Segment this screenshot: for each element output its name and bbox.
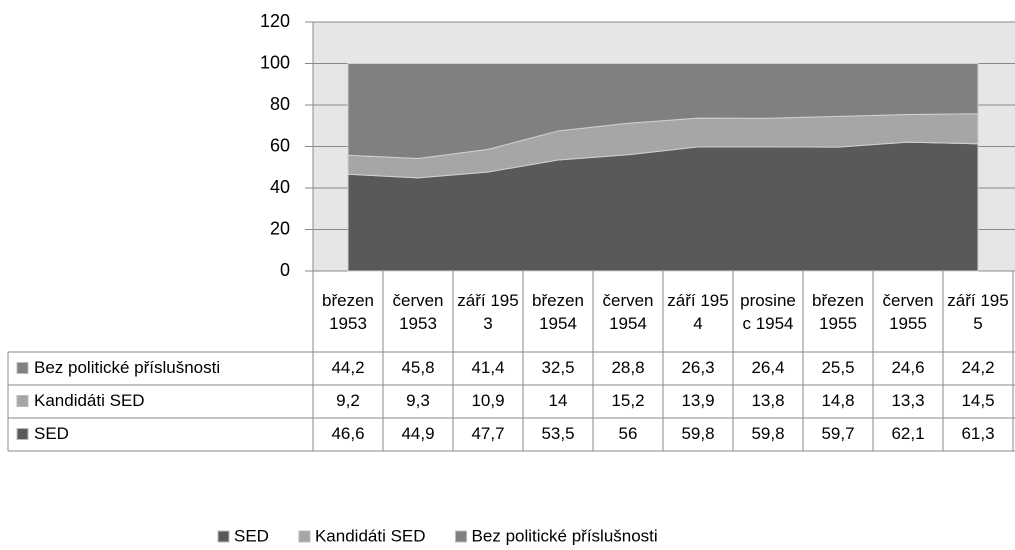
legend-label: SED	[234, 526, 269, 545]
table-cell: 41,4	[471, 358, 504, 377]
table-row-label: Kandidáti SED	[34, 391, 145, 410]
x-tick-label: září 1953	[457, 290, 519, 333]
legend-swatch	[16, 395, 29, 407]
legend-swatch	[217, 530, 230, 543]
x-tick-label-box: červen 1954	[602, 290, 654, 333]
y-tick-label: 80	[270, 94, 290, 114]
x-tick-label: březen 1955	[812, 290, 864, 333]
table-cell: 46,6	[331, 424, 364, 443]
x-tick-label-box: březen 1953	[322, 290, 374, 333]
table-cell: 13,8	[751, 391, 784, 410]
table-cell: 14,8	[821, 391, 854, 410]
legend-label: Bez politické příslušnosti	[472, 526, 658, 545]
x-tick-label: březen 1953	[322, 290, 374, 333]
area	[347, 63, 979, 160]
x-tick-label-box: březen 1954	[532, 290, 584, 333]
x-tick-label-box: březen 1955	[812, 290, 864, 333]
table-cell: 59,8	[681, 424, 714, 443]
table-cell: 14	[549, 391, 568, 410]
y-tick-label: 60	[270, 135, 290, 155]
x-tick-label-box: září 1955	[947, 290, 1009, 333]
table-cell: 14,5	[961, 391, 994, 410]
x-tick-label-box: září 1953	[457, 290, 519, 333]
table-cell: 45,8	[401, 358, 434, 377]
x-tick-label-box: září 1954	[667, 290, 729, 333]
y-tick-label: 40	[270, 177, 290, 197]
legend-swatch	[16, 362, 29, 374]
y-tick-label: 0	[280, 260, 290, 280]
y-tick-label: 120	[260, 11, 290, 31]
table-cell: 10,9	[471, 391, 504, 410]
table-cell: 9,2	[336, 391, 360, 410]
table-row-label: Bez politické příslušnosti	[34, 358, 220, 377]
table-cell: 28,8	[611, 358, 644, 377]
table-cell: 59,7	[821, 424, 854, 443]
table-cell: 32,5	[541, 358, 574, 377]
table-cell: 44,2	[331, 358, 364, 377]
table-cell: 13,3	[891, 391, 924, 410]
x-tick-label: březen 1954	[532, 290, 584, 333]
table-cell: 9,3	[406, 391, 430, 410]
table-cell: 44,9	[401, 424, 434, 443]
y-tick-label: 100	[260, 52, 290, 72]
legend-swatch	[16, 428, 29, 440]
y-tick-label: 20	[270, 218, 290, 238]
table-cell: 59,8	[751, 424, 784, 443]
x-tick-label: červen 1954	[602, 290, 654, 333]
x-tick-label: září 1955	[947, 290, 1009, 333]
legend-swatch	[298, 530, 311, 543]
table-row-label: SED	[34, 424, 69, 443]
table-cell: 56	[619, 424, 638, 443]
table-cell: 26,3	[681, 358, 714, 377]
x-tick-label: prosinec 1954	[740, 290, 796, 333]
table-cell: 62,1	[891, 424, 924, 443]
table-cell: 61,3	[961, 424, 994, 443]
table-cell: 24,2	[961, 358, 994, 377]
legend-swatch	[455, 530, 468, 543]
table-cell: 24,6	[891, 358, 924, 377]
table-cell: 25,5	[821, 358, 854, 377]
x-tick-label: červen 1955	[882, 290, 934, 333]
table-cell: 47,7	[471, 424, 504, 443]
table-cell: 26,4	[751, 358, 784, 377]
x-tick-label-box: červen 1955	[882, 290, 934, 333]
table-cell: 15,2	[611, 391, 644, 410]
table-cell: 53,5	[541, 424, 574, 443]
x-tick-label: září 1954	[667, 290, 729, 333]
legend-label: Kandidáti SED	[315, 526, 426, 545]
x-tick-label: červen 1953	[392, 290, 444, 333]
table-cell: 13,9	[681, 391, 714, 410]
x-tick-label-box: prosinec 1954	[740, 290, 796, 333]
x-tick-label-box: červen 1953	[392, 290, 444, 333]
